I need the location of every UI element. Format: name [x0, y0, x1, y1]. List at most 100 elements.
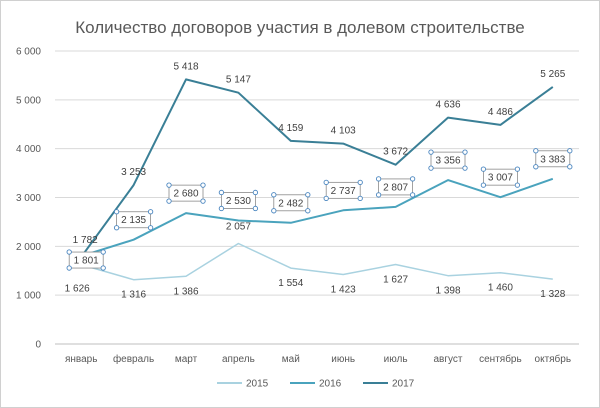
data-label-2016: 2 680 — [173, 189, 198, 200]
x-tick-label: июль — [384, 354, 408, 365]
selection-handle — [409, 192, 416, 198]
x-tick-label: апрель — [222, 354, 255, 365]
selection-handle — [428, 149, 434, 155]
x-tick-label: июнь — [331, 354, 355, 365]
data-label-2015: 1 398 — [435, 286, 460, 297]
data-label-2017: 3 672 — [383, 147, 408, 158]
selection-handle — [409, 176, 416, 182]
x-tick-label: сентябрь — [479, 353, 522, 365]
y-tick-label: 3 000 — [16, 193, 41, 204]
selection-handle — [252, 205, 259, 212]
y-tick-label: 6 000 — [16, 47, 41, 58]
data-label-2016: 2 737 — [331, 186, 356, 197]
selection-handle — [357, 179, 363, 185]
selection-handle — [166, 182, 172, 188]
y-tick-label: 0 — [35, 340, 41, 351]
selection-handle — [462, 165, 468, 171]
selection-handle — [252, 189, 259, 196]
x-tick-label: август — [434, 354, 463, 365]
selection-handle — [218, 189, 225, 196]
series-line-2016 — [80, 177, 554, 258]
data-label-box-2016 — [325, 181, 361, 199]
data-label-box-2016 — [68, 251, 104, 269]
selection-handle — [462, 149, 468, 155]
selection-handle — [514, 182, 521, 188]
data-label-2016: 3 356 — [435, 156, 460, 167]
data-label-box-2016 — [378, 178, 414, 196]
selection-handle — [480, 182, 487, 188]
y-tick-label: 4 000 — [16, 144, 41, 155]
data-label-2015: 1 626 — [65, 284, 90, 295]
selection-handle — [218, 205, 225, 212]
data-label-2015: 1 328 — [540, 289, 565, 300]
data-label-2015: 1 460 — [488, 283, 513, 294]
data-label-2015: 2 057 — [226, 222, 251, 233]
data-label-box-2016 — [116, 211, 151, 229]
data-label-box-2016 — [535, 150, 571, 168]
legend-label-2017: 2017 — [392, 379, 415, 390]
selection-handle — [271, 192, 277, 198]
data-label-2017: 4 486 — [488, 107, 513, 118]
x-tick-label: октябрь — [535, 353, 572, 365]
selection-handle — [147, 225, 154, 231]
selection-handle — [271, 208, 277, 214]
data-label-2017: 1 782 — [73, 235, 98, 246]
y-tick-label: 1 000 — [16, 291, 41, 302]
data-label-2015: 1 627 — [383, 275, 408, 286]
selection-handle — [200, 182, 206, 188]
grid-lines — [55, 50, 579, 345]
x-tick-label: февраль — [113, 353, 154, 365]
data-label-2017: 3 253 — [121, 167, 146, 178]
data-label-2015: 1 423 — [331, 285, 356, 296]
selection-handle — [100, 265, 106, 271]
data-label-2016: 2 482 — [278, 198, 303, 209]
data-label-2016: 2 807 — [383, 182, 408, 193]
selection-handle — [375, 192, 382, 198]
data-label-box-2016 — [168, 184, 204, 202]
data-label-box-2016 — [482, 168, 518, 186]
data-label-box-2016 — [430, 151, 466, 169]
data-label-2016: 2 135 — [121, 215, 146, 226]
data-label-box-2016 — [220, 192, 256, 209]
selection-handle — [66, 249, 72, 255]
data-label-2017: 4 159 — [278, 123, 303, 134]
data-label-2016: 3 383 — [540, 154, 565, 165]
selection-handle — [323, 195, 329, 201]
data-labels: 1 626 1 316 1 386 2 057 1 554 1 423 1 627 1 398… — [65, 61, 573, 301]
selection-handle — [514, 166, 521, 172]
data-label-2015: 1 386 — [173, 286, 198, 297]
selection-handle — [305, 208, 311, 214]
x-axis: январь февраль март апрель май июнь июль август… — [65, 353, 571, 365]
series-lines — [80, 78, 554, 281]
legend: 2015 2016 2017 — [217, 379, 415, 390]
selection-handle — [533, 148, 539, 154]
series-line-2017 — [80, 78, 554, 258]
selection-handle — [113, 209, 120, 215]
x-tick-label: март — [175, 354, 198, 365]
selection-handle — [567, 164, 573, 170]
chart-title: Количество договоров участия в долевом с… — [75, 18, 525, 37]
data-label-2017: 5 418 — [173, 61, 198, 72]
selection-handle — [66, 265, 72, 271]
data-label-2016: 3 007 — [488, 173, 513, 184]
selection-handle — [357, 195, 363, 201]
data-label-2017: 4 636 — [435, 100, 460, 111]
series-line-2015 — [80, 242, 553, 281]
selection-handle — [533, 164, 539, 170]
selection-handle — [166, 198, 172, 204]
selection-handle — [375, 176, 382, 182]
data-label-2017: 4 103 — [331, 126, 356, 137]
selection-handle — [305, 192, 311, 198]
selection-handle — [100, 249, 106, 255]
selection-handle — [200, 198, 206, 204]
selection-handle — [480, 166, 487, 172]
x-tick-label: январь — [65, 354, 97, 365]
x-tick-label: май — [282, 354, 300, 365]
legend-label-2016: 2016 — [319, 379, 342, 390]
selection-handle — [567, 148, 573, 154]
data-label-2016: 1 801 — [74, 256, 99, 267]
data-label-2015: 1 316 — [121, 290, 146, 301]
data-label-box-2016 — [273, 194, 309, 212]
